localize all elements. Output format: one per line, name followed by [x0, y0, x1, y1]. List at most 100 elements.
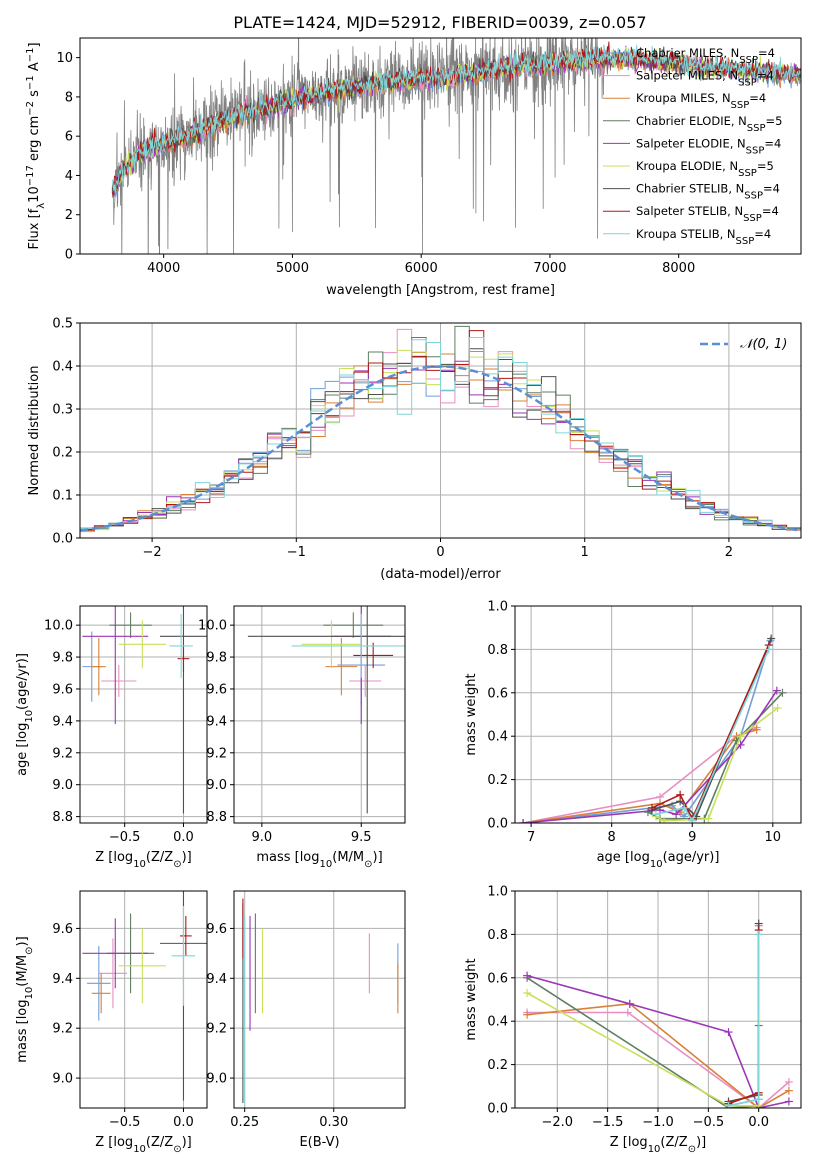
y-tick-label: 9.6 [206, 922, 227, 937]
y-tick-label: 0.4 [52, 360, 73, 375]
y-tick-label: 0.1 [52, 489, 73, 504]
errorbar-point [179, 915, 192, 956]
y-axis-label: mass [log10(M/M⊙)] [15, 936, 35, 1062]
x-tick-label: −0.5 [109, 830, 141, 845]
y-tick-label: 8.8 [206, 810, 227, 825]
x-tick-label: 0.0 [173, 1115, 194, 1130]
weight-line-salpeter-miles [527, 1011, 790, 1108]
weight-marker [754, 930, 763, 939]
y-tick-label: 1.0 [487, 885, 508, 900]
x-tick-label: 7000 [533, 261, 566, 276]
x-tick-label: −0.5 [109, 1115, 141, 1130]
weight-marker [523, 988, 532, 997]
y-tick-label: 9.2 [206, 1022, 227, 1037]
frame-weight_vs_Z [514, 890, 802, 1109]
y-tick-label: 0.4 [487, 730, 508, 745]
weight-line-salpeter-elodie [523, 690, 778, 823]
weight-marker [724, 1028, 733, 1037]
legend-entry: 𝒩(0, 1) [740, 337, 787, 352]
weight-marker [623, 1008, 632, 1017]
axes-weight_vs_Z: −2.0 −1.5 −1.0 −0.5 0.0 0.0 0.2 0.4 0.6 0.8 1.0 Z [… [464, 885, 802, 1155]
weight-line-chabrier-stelib [728, 923, 760, 1103]
x-axis-label: age [log10(age/yr)] [597, 850, 720, 870]
weight-marker [704, 814, 713, 823]
y-axis-label: Normed distribution [27, 366, 42, 496]
axes-weight_vs_age: 7 8 9 10 0.0 0.2 0.4 0.6 0.8 1.0 age [log10(age/yr… [464, 600, 802, 870]
legend-entry: Chabrier ELODIE, NSSP=5 [636, 114, 782, 134]
y-tick-label: 9.0 [52, 1072, 73, 1087]
y-tick-label: 0.2 [487, 1058, 508, 1073]
axes-age_vs_mass: 9.0 9.5 8.8 9.0 9.2 9.4 9.6 9.8 10.0 mass [log10(… [198, 605, 406, 870]
y-axis-label: mass weight [464, 958, 479, 1040]
weight-marker [772, 686, 781, 695]
x-tick-label: 9.5 [351, 830, 372, 845]
y-tick-label: 9.2 [206, 746, 227, 761]
y-tick-label: 9.0 [206, 1072, 227, 1087]
x-tick-label: 0.0 [748, 1115, 769, 1130]
x-tick-label: 6000 [405, 261, 438, 276]
legend-entry: Kroupa STELIB, NSSP=4 [636, 227, 771, 247]
legend-entry: Chabrier STELIB, NSSP=4 [636, 182, 780, 202]
weight-line-kroupa-miles [527, 1002, 790, 1108]
weight-marker [688, 816, 697, 823]
y-tick-label: 9.2 [52, 746, 73, 761]
y-tick-label: 0.8 [487, 643, 508, 658]
errorbar-point [301, 620, 362, 669]
errorbar-point [98, 938, 128, 1009]
x-tick-label: −1.5 [592, 1115, 624, 1130]
legend-entry: Salpeter STELIB, NSSP=4 [636, 204, 779, 224]
x-tick-label: 0.25 [230, 1115, 259, 1130]
errorbar-point [101, 665, 137, 697]
x-axis-label: mass [log10(M/M⊙)] [256, 850, 382, 870]
y-tick-label: 2 [65, 208, 73, 223]
legend-entry: Salpeter ELODIE, NSSP=4 [636, 136, 781, 156]
frame-spectrum [79, 37, 802, 255]
x-tick-label: −2 [143, 545, 162, 560]
frame-age_vs_mass [233, 605, 406, 824]
weight-marker [754, 1095, 763, 1104]
weight-line-chabrier-miles [728, 925, 760, 1107]
y-tick-label: 9.4 [206, 714, 227, 729]
axes-spectrum: 4000 5000 6000 7000 8000 0 2 4 6 8 10 Chabrier MILE… [25, 37, 802, 298]
y-tick-label: 9.0 [206, 778, 227, 793]
spectrum-legend: Chabrier MILES, NSSP=4 Salpeter MILES, NS… [603, 46, 782, 246]
x-tick-label: −1.0 [642, 1115, 674, 1130]
y-tick-label: 10.0 [44, 619, 73, 634]
x-tick-label: 0.0 [173, 830, 194, 845]
weight-marker [784, 1086, 793, 1095]
errorbar-point [177, 645, 190, 672]
weight-line-salpeter-stelib [728, 930, 760, 1105]
figure-title: PLATE=1424, MJD=52912, FIBERID=0039, z=0… [233, 13, 646, 32]
errorbar-point [247, 606, 405, 814]
weight-marker [660, 816, 669, 823]
y-tick-label: 4 [65, 169, 73, 184]
weight-marker [767, 634, 776, 643]
x-tick-label: 9 [688, 830, 696, 845]
y-tick-label: 0 [65, 248, 73, 263]
y-tick-label: 8.8 [52, 810, 73, 825]
y-tick-label: 9.8 [52, 651, 73, 666]
y-tick-label: 0.6 [487, 971, 508, 986]
weight-marker [773, 703, 782, 712]
weight-marker [752, 725, 761, 734]
weight-marker [676, 790, 685, 799]
x-tick-label: 0 [436, 545, 444, 560]
y-tick-label: 1.0 [487, 600, 508, 615]
errorbar-point [169, 613, 193, 678]
x-axis-label: (data-model)/error [380, 567, 501, 582]
y-tick-label: 0.4 [487, 1015, 508, 1030]
weight-marker [778, 688, 787, 697]
y-tick-label: 0.0 [487, 817, 508, 832]
normal-curve [80, 365, 799, 532]
weight-marker [672, 810, 681, 819]
y-tick-label: 9.4 [206, 972, 227, 987]
y-axis-label: age [log10(age/yr)] [15, 653, 35, 776]
x-tick-label: −0.5 [693, 1115, 725, 1130]
y-tick-label: 9.6 [52, 922, 73, 937]
x-tick-label: 4000 [147, 261, 180, 276]
y-tick-label: 0.6 [487, 686, 508, 701]
x-tick-label: 9.0 [251, 830, 272, 845]
frame-age_vs_Z [79, 605, 208, 824]
x-tick-label: 8 [608, 830, 616, 845]
